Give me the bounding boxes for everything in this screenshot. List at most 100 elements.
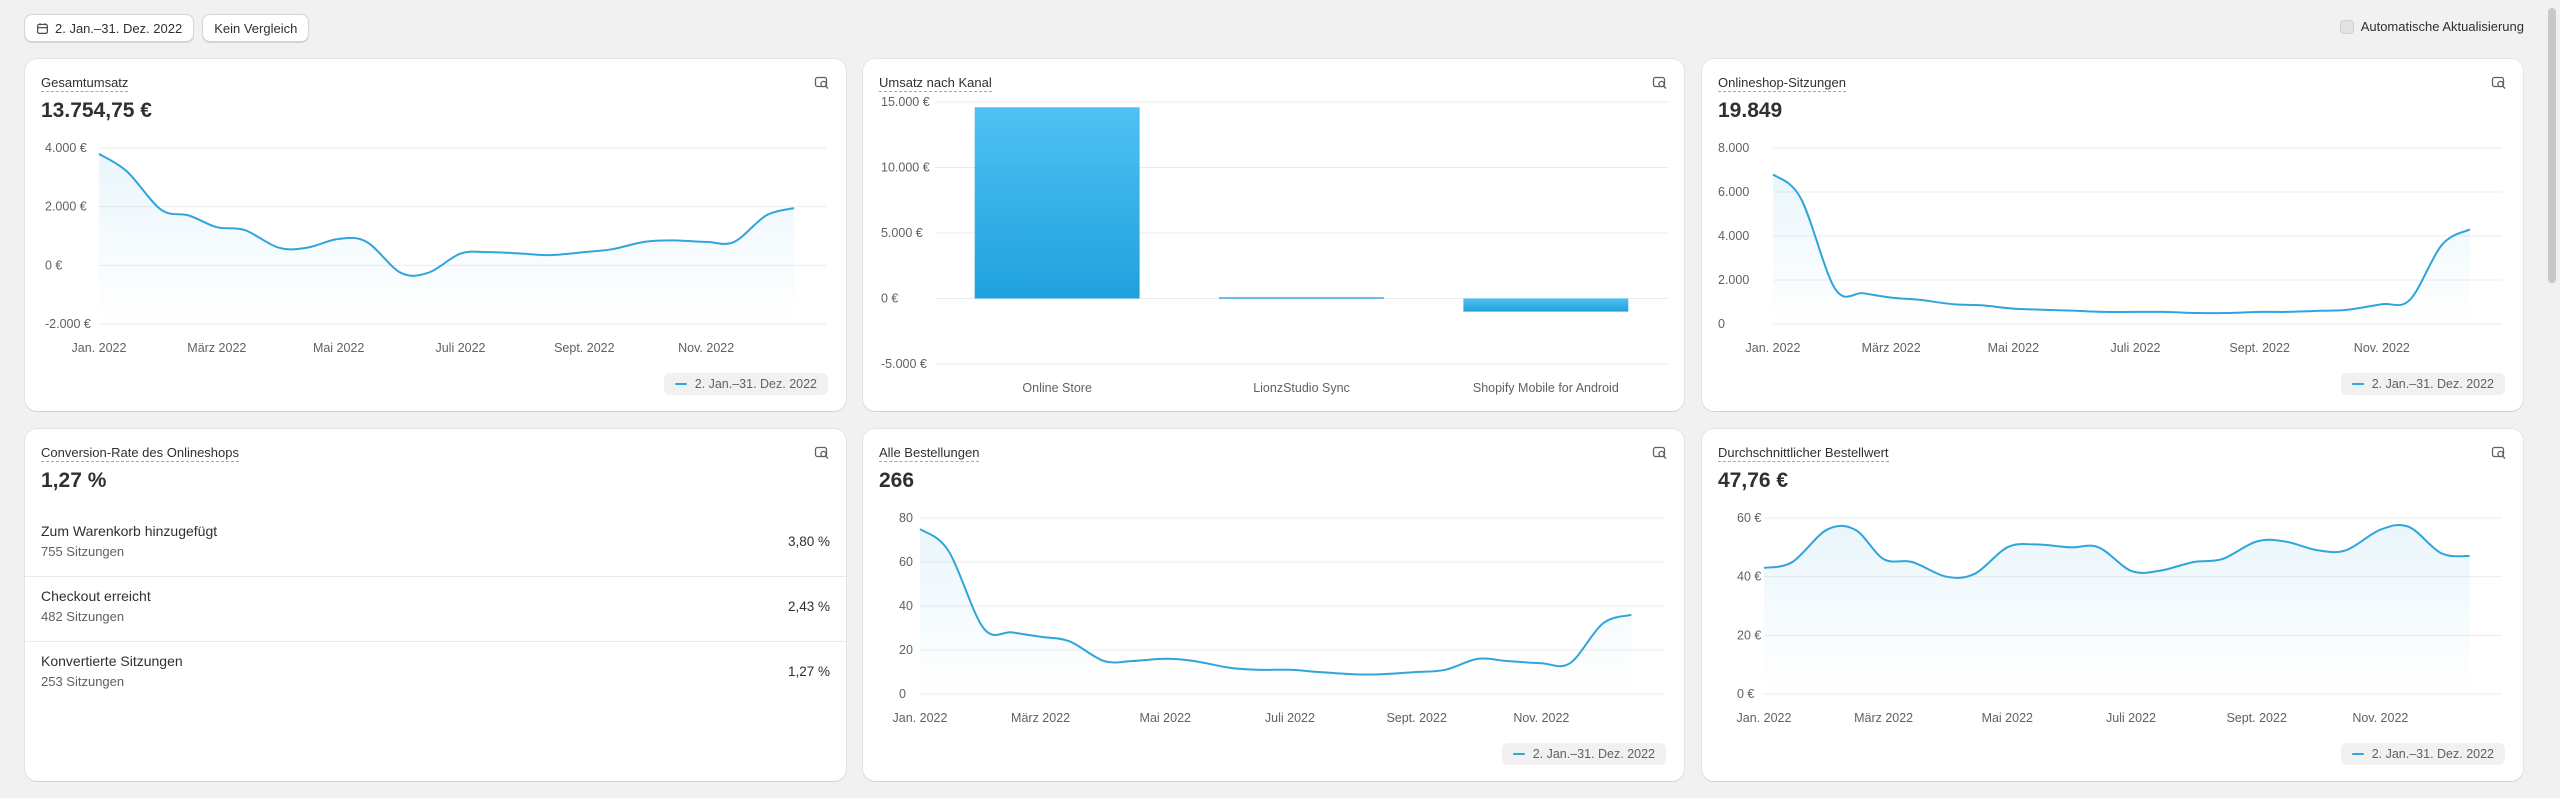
compare-button[interactable]: Kein Vergleich (202, 14, 310, 42)
date-range-button[interactable]: 2. Jan.–31. Dez. 2022 (24, 14, 195, 42)
x-tick-label: März 2022 (187, 341, 246, 355)
conversion-row-sessions: 755 Sitzungen (41, 544, 125, 559)
explore-icon[interactable] (1652, 75, 1668, 91)
x-tick-label: Sept. 2022 (2229, 341, 2290, 355)
x-tick-label: Mai 2022 (313, 341, 364, 355)
auto-update-label: Automatische Aktualisierung (2360, 19, 2524, 34)
series-line (98, 153, 795, 277)
y-tick-label: 5.000 € (881, 226, 923, 240)
bar (974, 107, 1140, 299)
x-category-label: LionzStudio Sync (1253, 381, 1350, 395)
scrollbar-thumb[interactable] (2548, 8, 2556, 283)
y-tick-label: 0 (899, 687, 906, 701)
chart-legend: 2. Jan.–31. Dez. 2022 (2340, 743, 2505, 765)
calendar-icon (37, 22, 48, 34)
x-tick-label: Nov. 2022 (2354, 341, 2410, 355)
chart-legend: 2. Jan.–31. Dez. 2022 (1501, 743, 1666, 765)
bar-chart: 15.000 € 10.000 € 5.000 € 0 € -5.000 € Online… (881, 95, 1668, 395)
y-tick-label: 40 (899, 599, 913, 613)
x-tick-label: Mai 2022 (1982, 711, 2033, 725)
auto-update-toggle[interactable]: Automatische Aktualisierung (2339, 19, 2524, 34)
card-orders: Alle Bestellungen 266 80 60 40 20 0 Jan. 2022… (863, 429, 1684, 781)
y-tick-label: 0 € (45, 258, 62, 272)
y-tick-label: 8.000 (1718, 141, 1749, 155)
x-tick-label: Sept. 2022 (2226, 711, 2287, 725)
chart-legend: 2. Jan.–31. Dez. 2022 (2340, 373, 2505, 395)
legend-label: 2. Jan.–31. Dez. 2022 (694, 377, 817, 391)
card-title[interactable]: Onlineshop-Sitzungen (1718, 75, 1846, 92)
x-tick-label: Juli 2022 (2110, 341, 2160, 355)
explore-icon[interactable] (814, 445, 830, 461)
chart-legend: 2. Jan.–31. Dez. 2022 (663, 373, 828, 395)
x-tick-label: Nov. 2022 (1513, 711, 1569, 725)
line-chart: 60 € 40 € 20 € 0 € Jan. 2022 März 2022 Mai 202… (1737, 511, 2502, 725)
legend-label: 2. Jan.–31. Dez. 2022 (2371, 747, 2494, 761)
x-tick-label: Nov. 2022 (2352, 711, 2408, 725)
series-area (99, 153, 794, 324)
line-chart: 8.000 6.000 4.000 2.000 0 Jan. 2022 März 2022 M… (1718, 141, 2502, 355)
card-total-sales: Gesamtumsatz 13.754,75 € 4.000 € 2.000 € 0… (25, 59, 846, 411)
x-tick-label: Mai 2022 (1988, 341, 2039, 355)
y-tick-label: 60 (899, 555, 913, 569)
series-line (919, 528, 1632, 676)
series-area (920, 529, 1632, 694)
x-tick-label: Mai 2022 (1140, 711, 1191, 725)
conversion-row-checkout: Checkout erreicht 482 Sitzungen 2,43 % (25, 577, 846, 642)
card-title[interactable]: Gesamtumsatz (41, 75, 129, 92)
compare-label: Kein Vergleich (214, 20, 298, 36)
card-conversion-rate: Conversion-Rate des Onlineshops 1,27 % Z… (25, 429, 846, 781)
legend-line-icon (674, 383, 687, 385)
conversion-row-add-to-cart: Zum Warenkorb hinzugefügt 755 Sitzungen … (25, 512, 846, 577)
y-tick-label: 60 € (1737, 511, 1761, 525)
explore-icon[interactable] (2491, 445, 2507, 461)
card-average-order-value: Durchschnittlicher Bestellwert 47,76 € 6… (1702, 429, 2523, 781)
card-title[interactable]: Conversion-Rate des Onlineshops (41, 445, 239, 462)
x-tick-label: Juli 2022 (1265, 711, 1315, 725)
y-tick-label: 6.000 (1718, 185, 1749, 199)
x-tick-label: Nov. 2022 (678, 341, 734, 355)
x-category-label: Shopify Mobile for Android (1473, 381, 1619, 395)
card-title[interactable]: Umsatz nach Kanal (879, 75, 992, 92)
x-tick-label: Jan. 2022 (893, 711, 948, 725)
explore-icon[interactable] (1652, 445, 1668, 461)
scrollbar[interactable] (2544, 0, 2560, 798)
x-category-label: Online Store (1022, 381, 1092, 395)
line-chart: 80 60 40 20 0 Jan. 2022 März 2022 Mai 2022 Juli … (893, 511, 1664, 725)
x-tick-label: März 2022 (1862, 341, 1921, 355)
conversion-row-rate: 2,43 % (787, 599, 830, 614)
y-tick-label: 4.000 € (45, 141, 87, 155)
card-title[interactable]: Alle Bestellungen (879, 445, 980, 462)
card-value: 13.754,75 € (41, 99, 152, 122)
y-tick-label: 2.000 (1718, 273, 1749, 287)
y-tick-label: 2.000 € (45, 200, 87, 214)
x-tick-label: Sept. 2022 (1386, 711, 1447, 725)
explore-icon[interactable] (2491, 75, 2507, 91)
y-tick-label: 40 € (1737, 570, 1761, 584)
explore-icon[interactable] (814, 75, 830, 91)
conversion-row-label: Konvertierte Sitzungen (41, 653, 183, 669)
card-title[interactable]: Durchschnittlicher Bestellwert (1718, 445, 1889, 462)
y-tick-label: 4.000 (1718, 229, 1749, 243)
card-value: 266 (879, 469, 915, 492)
x-tick-label: März 2022 (1011, 711, 1070, 725)
conversion-row-label: Zum Warenkorb hinzugefügt (41, 523, 218, 539)
x-tick-label: Sept. 2022 (554, 341, 615, 355)
y-tick-label: 15.000 € (881, 95, 930, 109)
conversion-row-sessions: 482 Sitzungen (41, 609, 125, 624)
card-value: 47,76 € (1718, 469, 1789, 492)
series-area (1764, 524, 2470, 694)
line-chart: 4.000 € 2.000 € 0 € -2.000 € Jan. 2022 März 2… (45, 141, 826, 355)
y-tick-label: 0 (1718, 317, 1725, 331)
x-tick-label: Jan. 2022 (1737, 711, 1792, 725)
x-tick-label: Jan. 2022 (1746, 341, 1801, 355)
bar (1463, 298, 1629, 312)
y-tick-label: 0 € (1737, 687, 1754, 701)
conversion-row-sessions: 253 Sitzungen (41, 674, 125, 689)
toolbar: 2. Jan.–31. Dez. 2022 Kein Vergleich (24, 14, 310, 42)
auto-update-checkbox[interactable] (2339, 19, 2354, 34)
series-line (1772, 173, 2471, 315)
x-tick-label: Juli 2022 (435, 341, 485, 355)
conversion-row-label: Checkout erreicht (41, 588, 151, 604)
bar (1219, 297, 1384, 299)
date-range-label: 2. Jan.–31. Dez. 2022 (55, 20, 183, 36)
